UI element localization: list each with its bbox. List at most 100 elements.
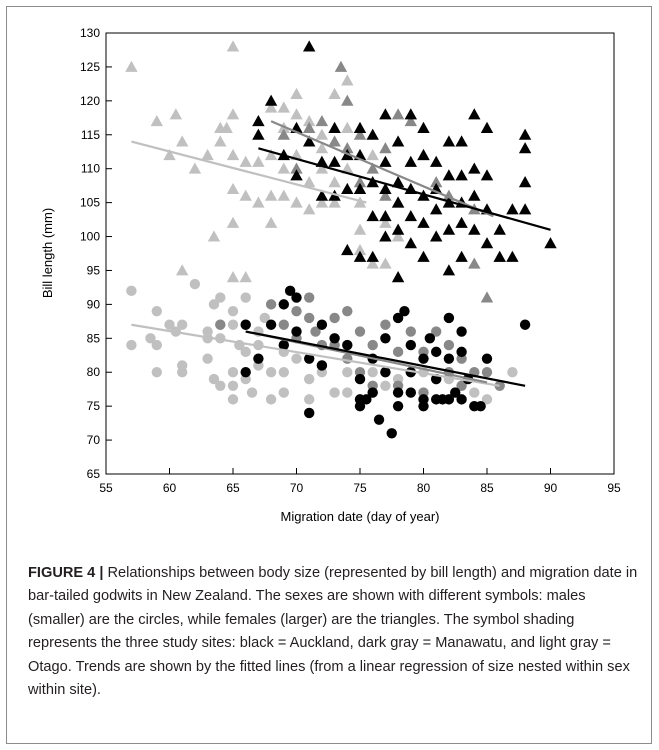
data-point-circle xyxy=(227,380,239,391)
data-point-triangle xyxy=(442,135,456,147)
y-tick-label: 100 xyxy=(80,230,100,244)
data-point-triangle xyxy=(226,148,240,161)
data-point-triangle xyxy=(391,223,405,235)
data-point-triangle xyxy=(328,135,341,147)
data-point-triangle xyxy=(125,60,138,72)
data-point-triangle xyxy=(220,121,233,133)
data-point-triangle xyxy=(468,162,481,174)
data-point-circle xyxy=(456,346,467,358)
y-tick-label: 80 xyxy=(87,365,101,379)
data-points xyxy=(125,40,557,439)
fit-line xyxy=(245,330,526,387)
data-point-circle xyxy=(392,346,404,358)
data-point-circle xyxy=(443,353,455,364)
data-point-triangle xyxy=(226,271,240,283)
data-point-circle xyxy=(151,305,162,317)
data-point-triangle xyxy=(404,237,417,249)
data-point-triangle xyxy=(290,196,303,208)
data-point-triangle xyxy=(468,223,481,235)
data-point-circle xyxy=(227,305,239,317)
data-point-triangle xyxy=(328,196,341,208)
data-point-triangle xyxy=(468,189,481,201)
y-tick-label: 105 xyxy=(80,196,100,210)
data-point-triangle xyxy=(341,162,354,174)
data-point-circle xyxy=(481,353,493,364)
data-point-triangle xyxy=(303,176,316,188)
data-point-circle xyxy=(202,353,213,364)
data-point-triangle xyxy=(150,115,163,127)
data-point-circle xyxy=(304,394,315,405)
data-point-triangle xyxy=(518,142,532,154)
data-point-circle xyxy=(405,326,416,337)
x-axis: 55 60 65 70 75 80 85 90 95 xyxy=(99,468,621,495)
data-point-circle xyxy=(418,353,429,364)
data-point-circle xyxy=(227,367,239,378)
x-tick-label: 95 xyxy=(607,481,621,495)
data-point-triangle xyxy=(468,108,481,120)
data-point-triangle xyxy=(303,40,316,52)
data-point-triangle xyxy=(303,203,316,215)
data-point-triangle xyxy=(379,230,392,242)
data-point-triangle xyxy=(328,176,341,188)
data-point-circle xyxy=(431,326,442,337)
data-point-triangle xyxy=(239,155,252,167)
data-point-circle xyxy=(386,428,397,439)
data-point-triangle xyxy=(379,182,392,195)
data-point-circle xyxy=(253,353,264,364)
data-point-circle xyxy=(265,319,277,330)
data-point-circle xyxy=(507,367,518,378)
data-point-circle xyxy=(151,367,162,378)
y-tick-label: 125 xyxy=(80,60,100,74)
y-axis: 65 70 75 80 85 90 95 100 105 110 115 120 125 130 xyxy=(80,26,112,481)
data-point-triangle xyxy=(290,162,303,174)
data-point-circle xyxy=(380,333,391,344)
data-point-triangle xyxy=(277,101,290,113)
data-point-triangle xyxy=(239,271,252,283)
data-point-triangle xyxy=(163,148,176,161)
data-point-circle xyxy=(304,312,315,324)
data-point-circle xyxy=(278,299,289,310)
data-point-circle xyxy=(481,367,493,378)
data-point-triangle xyxy=(169,108,183,120)
data-point-circle xyxy=(424,333,436,344)
data-point-triangle xyxy=(544,237,557,249)
data-point-triangle xyxy=(379,155,392,167)
data-point-triangle xyxy=(328,121,341,133)
data-point-triangle xyxy=(455,135,468,147)
data-point-triangle xyxy=(404,115,417,127)
data-point-triangle xyxy=(404,108,417,120)
data-point-triangle xyxy=(430,230,443,242)
caption-text: Relationships between body size (represe… xyxy=(28,565,638,699)
data-point-circle xyxy=(310,326,321,337)
y-axis-label: Bill length (mm) xyxy=(40,208,55,298)
data-point-triangle xyxy=(518,203,532,215)
data-point-triangle xyxy=(391,135,405,147)
data-point-circle xyxy=(399,305,410,317)
y-tick-label: 110 xyxy=(81,162,100,176)
data-point-triangle xyxy=(391,271,405,283)
data-point-triangle xyxy=(430,203,443,215)
y-tick-label: 120 xyxy=(80,94,100,108)
data-point-triangle xyxy=(315,128,329,140)
data-point-triangle xyxy=(480,237,494,249)
data-point-circle xyxy=(469,387,480,398)
data-point-triangle xyxy=(176,135,189,147)
fit-line xyxy=(270,120,494,218)
data-point-triangle xyxy=(391,108,405,120)
fit-line xyxy=(131,323,500,387)
data-point-triangle xyxy=(341,74,354,86)
data-point-triangle xyxy=(493,223,506,235)
data-point-circle xyxy=(373,414,385,425)
data-point-circle xyxy=(265,367,277,378)
data-point-triangle xyxy=(442,223,456,235)
data-point-circle xyxy=(240,319,251,330)
data-point-circle xyxy=(380,319,391,330)
data-point-triangle xyxy=(252,128,265,140)
data-point-circle xyxy=(265,394,277,405)
data-point-circle xyxy=(481,394,493,405)
data-point-triangle xyxy=(379,257,392,269)
data-point-triangle xyxy=(315,189,329,201)
data-point-circle xyxy=(215,380,226,391)
data-point-circle xyxy=(246,387,258,398)
data-point-triangle xyxy=(366,148,379,161)
